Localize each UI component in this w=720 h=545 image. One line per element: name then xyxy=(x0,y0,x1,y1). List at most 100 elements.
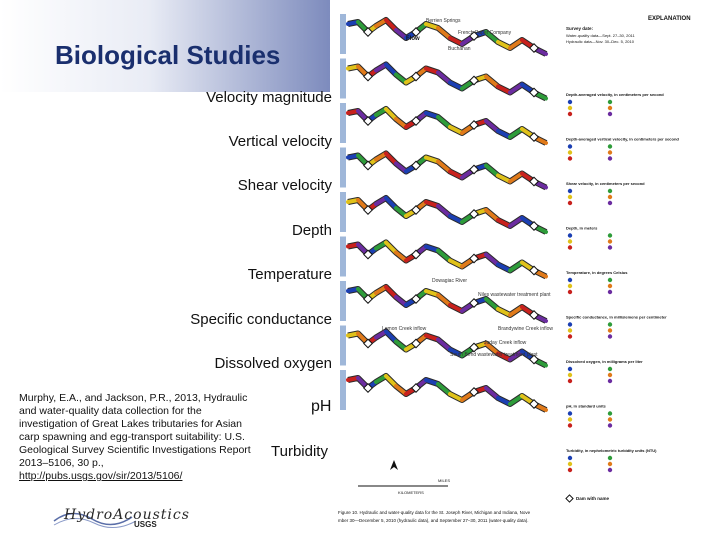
strip-edge-depth xyxy=(340,147,346,188)
dam-marker-vertical-velocity xyxy=(469,75,479,86)
legend-swatch xyxy=(607,372,613,378)
dam-marker-depth xyxy=(411,160,421,171)
river-segment-depth xyxy=(496,173,512,184)
strip-edge-specific-conductance xyxy=(340,236,346,277)
river-segment-velocity-magnitude xyxy=(384,18,398,32)
river-segment-velocity-magnitude xyxy=(484,30,500,44)
legend-swatch xyxy=(607,277,613,283)
river-segment-dissolved-oxygen xyxy=(394,295,408,307)
dam-marker-turbidity xyxy=(529,399,539,409)
dam-marker-specific-conductance xyxy=(529,265,539,276)
place-label: French Paper Company xyxy=(458,30,512,36)
dam-marker-ph xyxy=(363,338,373,349)
legend-swatch xyxy=(567,233,573,238)
river-segment-vertical-velocity xyxy=(394,72,408,85)
dam-marker-vertical-velocity xyxy=(529,87,539,98)
river-segment-shear-velocity xyxy=(508,127,524,139)
dam-marker-temperature xyxy=(363,205,373,215)
legend-swatch xyxy=(567,245,573,250)
river-segment-turbidity xyxy=(484,386,500,400)
river-segment-ph xyxy=(436,337,452,352)
legend-swatch xyxy=(567,461,573,467)
label-velocity-magnitude: Velocity magnitude xyxy=(206,89,332,106)
dam-marker-velocity-magnitude xyxy=(529,43,539,53)
river-segment-depth xyxy=(384,151,398,166)
legend-swatch xyxy=(607,245,613,250)
river-segment-ph xyxy=(384,329,398,344)
river-segment-velocity-magnitude xyxy=(508,38,524,50)
river-segment-shear-velocity xyxy=(424,111,440,119)
dam-marker-velocity-magnitude xyxy=(411,27,421,37)
place-label: Lemon Creek inflow xyxy=(382,326,427,332)
logo-usgs: USGS xyxy=(134,520,157,529)
river-segment-specific-conductance xyxy=(394,250,408,263)
river-segment-depth xyxy=(424,155,440,164)
legend-swatch xyxy=(567,322,573,327)
river-maps-figure: Berrien Springs French Paper Company Bucha… xyxy=(338,14,691,523)
river-segment-dissolved-oxygen xyxy=(436,293,452,307)
river-segment-ph xyxy=(394,339,408,352)
river-segment-depth xyxy=(436,159,452,174)
river-segment-shear-velocity xyxy=(394,117,408,129)
dam-marker-shear-velocity xyxy=(529,132,539,142)
river-segment-shear-velocity xyxy=(484,119,500,133)
legend-swatch xyxy=(607,105,613,111)
legend-swatch xyxy=(607,467,613,473)
legend-swatch xyxy=(567,328,573,333)
river-segment-vertical-velocity xyxy=(424,66,440,75)
dam-marker-shear-velocity xyxy=(411,116,421,126)
strip-edge-vertical-velocity xyxy=(340,58,346,99)
legend-swatch xyxy=(607,283,613,289)
label-temperature: Temperature xyxy=(247,266,332,283)
legend-title: Depth, in meters xyxy=(566,226,598,231)
dam-marker-depth xyxy=(469,164,479,175)
citation-link[interactable]: http://pubs.usgs.gov/sir/2013/5106/ xyxy=(19,470,183,482)
legend-swatch xyxy=(607,239,613,244)
wq-dates: Water-quality data—Sept. 27–30, 2011 xyxy=(566,33,635,38)
legend-swatch xyxy=(567,289,573,295)
explanation-heading: EXPLANATION xyxy=(648,16,691,22)
river-segment-dissolved-oxygen xyxy=(508,305,524,317)
strip-edge-velocity-magnitude xyxy=(340,14,346,54)
citation: Murphy, E.A., and Jackson, P.R., 2013, H… xyxy=(19,392,251,483)
legend-swatch xyxy=(567,194,573,200)
legend-swatch xyxy=(607,423,613,428)
dam-marker-velocity-magnitude xyxy=(469,31,479,41)
dam-marker-temperature xyxy=(529,221,539,231)
dam-marker-shear-velocity xyxy=(363,116,373,126)
river-segment-specific-conductance xyxy=(384,240,398,255)
legend-title: Shear velocity, in centimeters per secon… xyxy=(566,181,645,186)
legend-swatch xyxy=(567,283,573,289)
river-segment-turbidity xyxy=(508,394,524,406)
legend-swatch xyxy=(607,378,613,384)
dam-legend-icon xyxy=(565,494,574,503)
river-segment-specific-conductance xyxy=(484,252,500,267)
hydroacoustics-logo: HydroAcoustics USGS xyxy=(52,503,189,531)
hyd-dates: Hydraulic data—Nov. 30–Dec. 5, 2010 xyxy=(566,39,635,44)
river-segment-vertical-velocity xyxy=(436,70,452,85)
river-segment-temperature xyxy=(424,200,440,208)
place-label: Brandywine Creek inflow xyxy=(498,326,553,332)
legend-title: Temperature, in degrees Celsius xyxy=(566,270,628,275)
place-label: Buchanan xyxy=(448,46,471,52)
legend-swatch xyxy=(567,277,573,283)
north-arrow-icon xyxy=(390,460,398,470)
legend-swatch xyxy=(607,455,613,461)
river-segment-specific-conductance xyxy=(436,248,452,263)
river-segment-depth xyxy=(484,163,500,178)
legend-swatch xyxy=(607,111,613,117)
river-segment-depth xyxy=(394,161,408,174)
legend-swatch xyxy=(567,99,573,105)
legend-swatch xyxy=(567,188,573,194)
river-segment-turbidity xyxy=(424,378,440,386)
dam-marker-ph xyxy=(469,342,479,353)
river-segment-vertical-velocity xyxy=(496,84,512,95)
legend-swatch xyxy=(567,467,573,473)
river-segment-shear-velocity xyxy=(448,125,464,135)
legend-title: Depth-averaged vertical velocity, in cen… xyxy=(566,137,679,142)
river-segment-dissolved-oxygen xyxy=(384,285,398,299)
river-segment-turbidity xyxy=(436,382,452,396)
legend-swatch xyxy=(607,188,613,194)
river-segment-dissolved-oxygen xyxy=(484,297,500,311)
place-label: Dowagiac River xyxy=(432,278,467,284)
